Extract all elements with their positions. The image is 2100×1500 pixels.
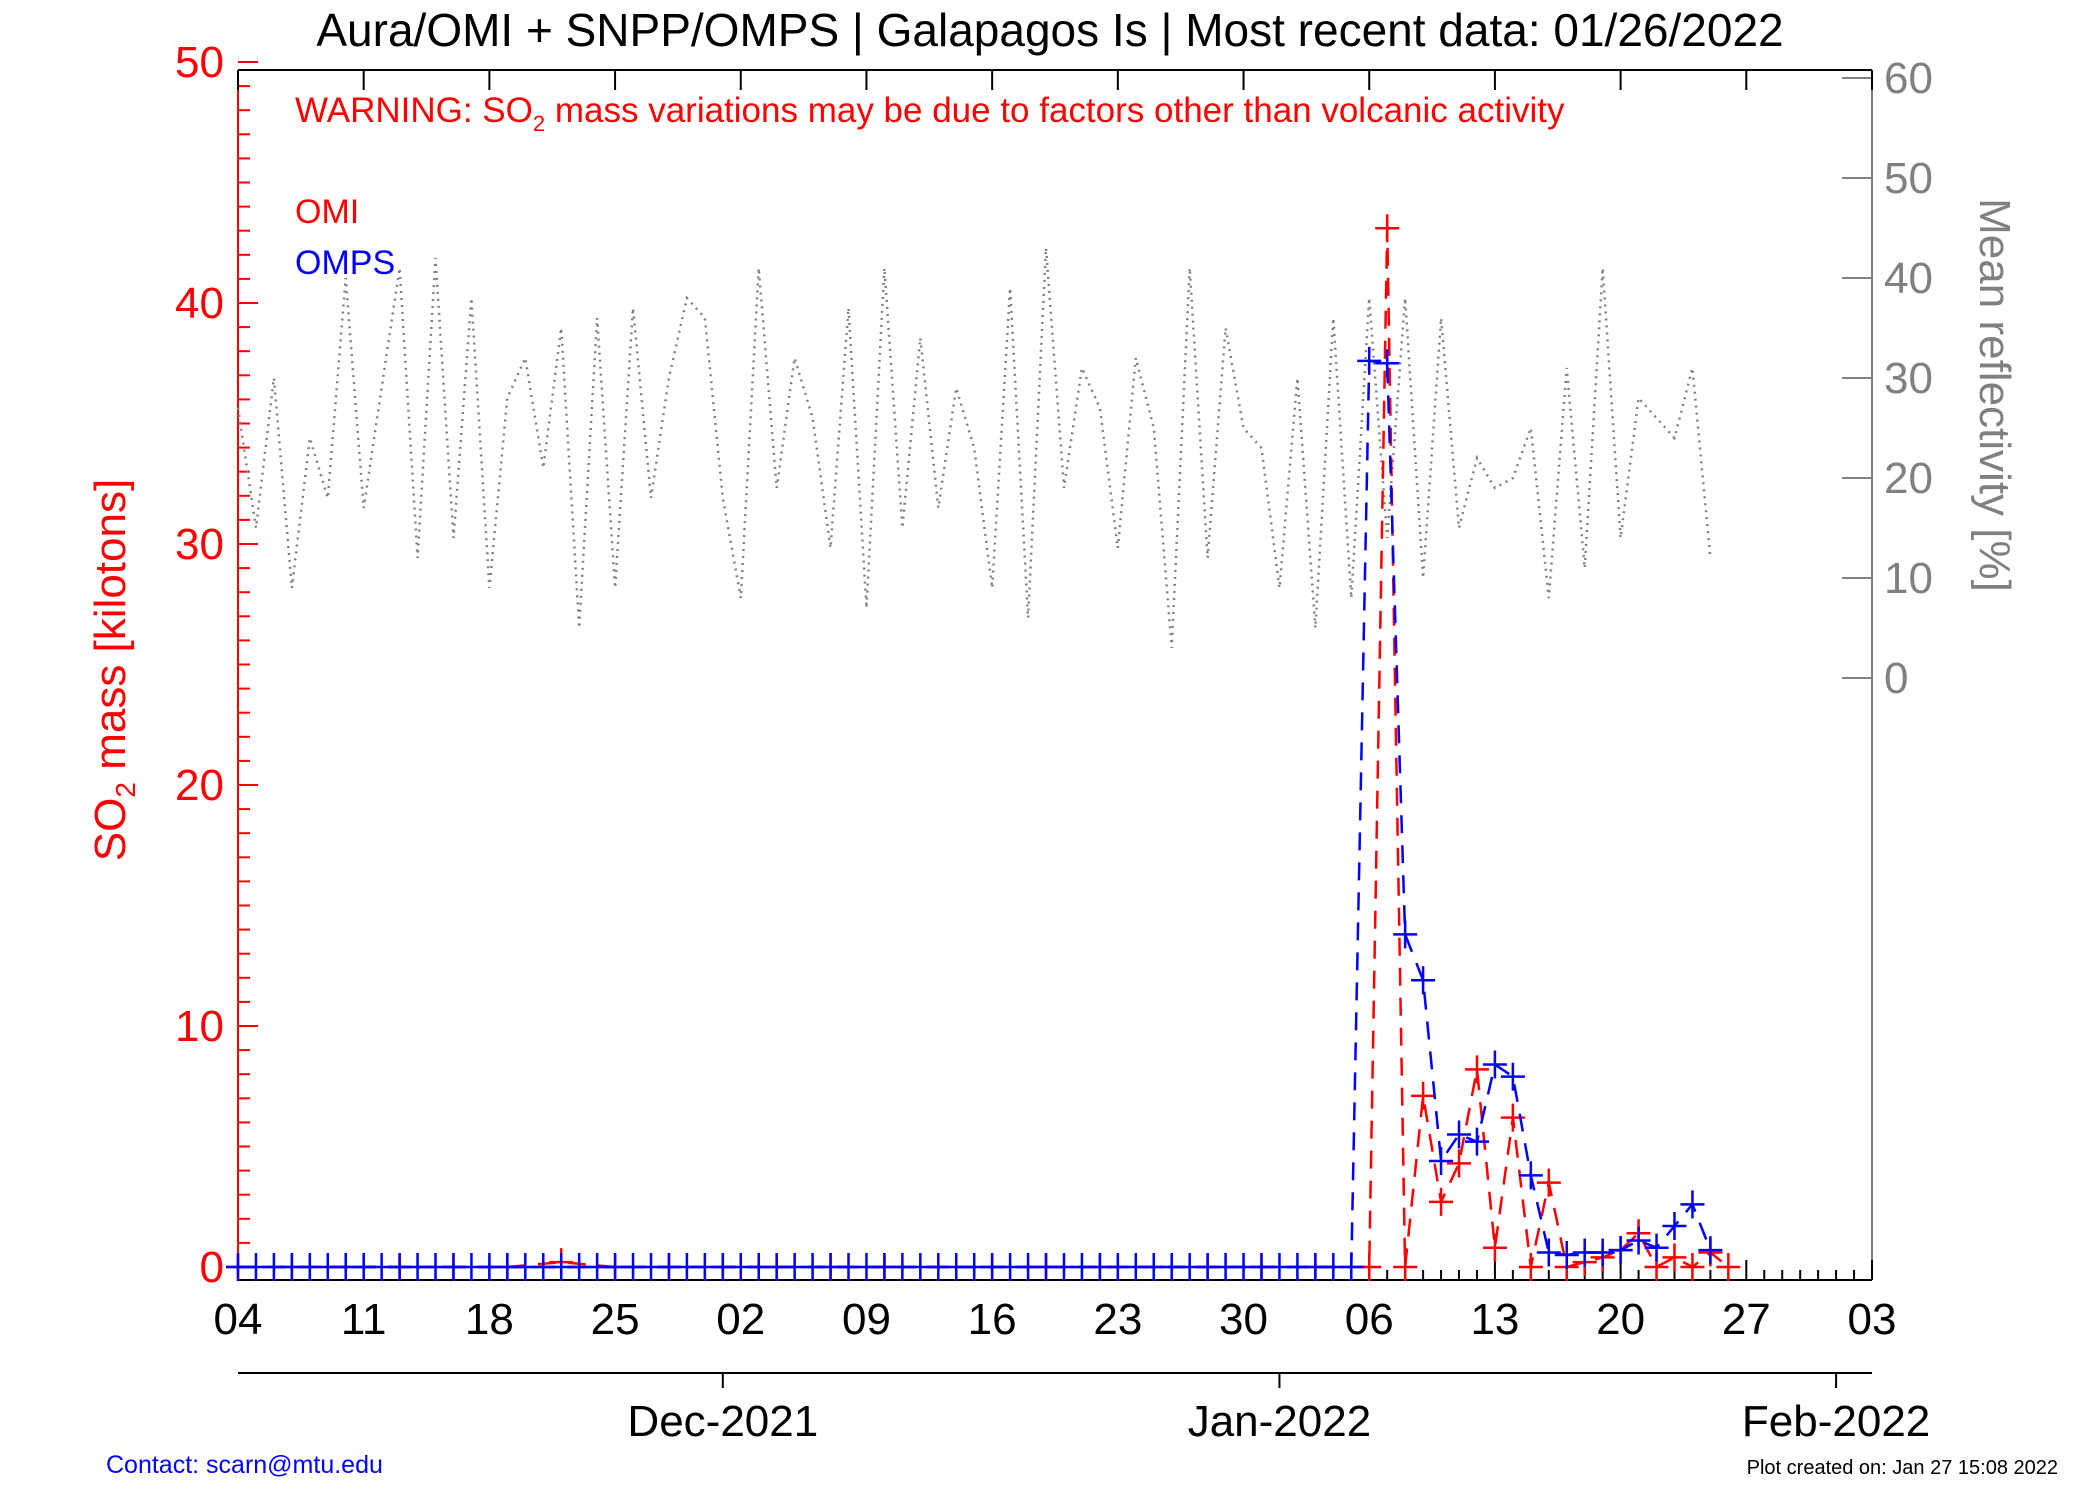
omi-data-point — [1716, 1253, 1741, 1281]
ylabel-subscript: 2 — [110, 782, 141, 798]
x-tick-label: 11 — [341, 1295, 387, 1344]
warning-subscript: 2 — [533, 111, 545, 136]
omps-data-point — [1411, 966, 1436, 995]
omps-data-point — [1698, 1236, 1723, 1265]
x-tick-label: 23 — [1093, 1295, 1142, 1344]
omps-data-point — [1644, 1233, 1669, 1262]
y-right-tick-label: 50 — [1884, 154, 1933, 203]
x-tick-label: 04 — [214, 1295, 263, 1344]
x-tick-label: 20 — [1596, 1295, 1645, 1344]
omi-data-point — [1482, 1233, 1507, 1262]
omi-series-line — [238, 228, 1730, 1269]
legend-omps: OMPS — [295, 244, 395, 282]
y-tick-label: 10 — [175, 1002, 224, 1051]
ylabel-prefix: SO — [86, 798, 135, 862]
x-tick-label: 16 — [968, 1295, 1017, 1344]
omps-data-point — [1429, 1146, 1454, 1175]
chart-title: Aura/OMI + SNPP/OMPS | Galapagos Is | Mo… — [316, 4, 1783, 56]
omi-data-point — [1518, 1253, 1543, 1281]
plot-created-date: Plot created on: Jan 27 15:08 2022 — [1746, 1457, 2058, 1479]
y-right-tick-label: 40 — [1884, 254, 1933, 303]
omps-data-point — [1339, 1253, 1364, 1281]
x-tick-label: 27 — [1722, 1295, 1771, 1344]
x-tick-label: 30 — [1219, 1295, 1268, 1344]
warning-text: WARNING: SO2 mass variations may be due … — [295, 91, 1565, 136]
omi-data-point — [1447, 1149, 1472, 1178]
warning-suffix: mass variations may be due to factors ot… — [545, 91, 1565, 130]
omps-series-line — [238, 359, 1712, 1269]
omps-data-point — [1590, 1238, 1615, 1267]
y-tick-label: 20 — [175, 761, 224, 810]
x-tick-label: 25 — [591, 1295, 640, 1344]
y-right-tick-label: 30 — [1884, 354, 1933, 403]
contact-email[interactable]: Contact: scarn@mtu.edu — [106, 1451, 383, 1479]
y-axis-label-left: SO2 mass [kilotons] — [86, 479, 141, 861]
omps-data-point — [1447, 1120, 1472, 1149]
omps-data-point — [1626, 1226, 1651, 1255]
warning-prefix: WARNING: SO — [295, 91, 533, 130]
omi-data-point — [1375, 214, 1400, 243]
y-tick-label: 0 — [200, 1243, 224, 1292]
omps-data-point — [1500, 1062, 1525, 1091]
month-label: Feb-2022 — [1742, 1397, 1930, 1446]
omi-data-point — [1662, 1243, 1687, 1272]
legend-omi: OMI — [295, 193, 359, 231]
ylabel-suffix: mass [kilotons] — [86, 479, 135, 782]
x-tick-label: 09 — [842, 1295, 891, 1344]
omps-data-point — [1680, 1190, 1705, 1219]
omi-data-point — [1464, 1055, 1489, 1084]
x-tick-label: 03 — [1848, 1295, 1897, 1344]
y-tick-label: 30 — [175, 520, 224, 569]
omps-data-point — [1357, 346, 1382, 375]
omi-data-point — [1411, 1081, 1436, 1110]
omps-data-point — [1375, 349, 1400, 378]
x-tick-label: 02 — [716, 1295, 765, 1344]
y-right-tick-label: 20 — [1884, 454, 1933, 503]
x-tick-label: 13 — [1470, 1295, 1519, 1344]
y-right-tick-label: 0 — [1884, 654, 1908, 703]
omps-data-point — [1554, 1240, 1579, 1269]
month-label: Dec-2021 — [627, 1397, 818, 1446]
month-label: Jan-2022 — [1188, 1397, 1371, 1446]
omps-data-point — [1518, 1161, 1543, 1190]
x-tick-label: 18 — [465, 1295, 514, 1344]
y-axis-label-right: Mean reflectivity [%] — [1970, 198, 2019, 592]
omps-data-point — [1662, 1212, 1687, 1241]
omps-data-point — [1464, 1127, 1489, 1156]
omps-data-point — [1482, 1050, 1507, 1079]
omi-data-point — [1536, 1168, 1561, 1197]
reflectivity-line — [236, 247, 1712, 649]
y-tick-label: 50 — [175, 38, 224, 87]
y-right-tick-label: 60 — [1884, 54, 1933, 103]
y-right-tick-label: 10 — [1884, 554, 1933, 603]
omi-data-point — [1393, 1253, 1418, 1281]
x-tick-label: 06 — [1345, 1295, 1394, 1344]
omi-data-point — [1429, 1187, 1454, 1216]
omps-data-point — [1536, 1238, 1561, 1267]
omi-data-point — [1680, 1253, 1705, 1281]
y-tick-label: 40 — [175, 279, 224, 328]
omps-data-point — [1393, 920, 1418, 949]
omps-data-point — [1608, 1236, 1633, 1265]
